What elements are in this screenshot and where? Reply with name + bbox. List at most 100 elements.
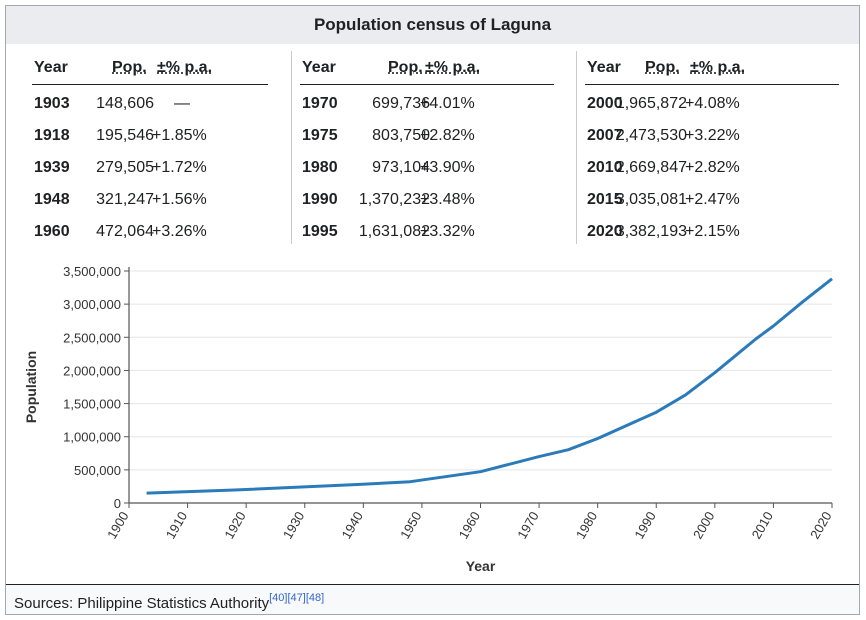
row-population: 2,669,847 bbox=[615, 159, 687, 176]
x-tick-label: 1920 bbox=[221, 509, 248, 542]
x-tick-label: 1900 bbox=[104, 509, 131, 542]
x-tick-label: 1970 bbox=[514, 509, 541, 542]
x-tick-label: 2000 bbox=[690, 509, 717, 542]
row-year: 1960 bbox=[34, 223, 70, 240]
row-population: 1,631,082 bbox=[358, 223, 430, 240]
x-tick-label: 1980 bbox=[573, 509, 600, 542]
header-rule bbox=[585, 84, 839, 85]
y-tick-label: 2,500,000 bbox=[63, 330, 121, 345]
row-change: +1.85% bbox=[152, 127, 207, 144]
table-row: 1939 279,505 +1.72% bbox=[24, 153, 286, 185]
table-row: 1918 195,546 +1.85% bbox=[24, 121, 286, 153]
table-row: 1970 699,736 +4.01% bbox=[292, 89, 572, 121]
row-year: 1939 bbox=[34, 159, 70, 176]
header-rule bbox=[32, 84, 268, 85]
table-header: Year Pop. ±% p.a. bbox=[292, 51, 572, 85]
header-change[interactable]: ±% p.a. bbox=[425, 59, 481, 76]
row-year: 1970 bbox=[302, 95, 338, 112]
table-row: 1960 472,064 +3.26% bbox=[24, 217, 286, 249]
row-population: 1,370,232 bbox=[358, 191, 430, 208]
header-rule bbox=[300, 84, 554, 85]
x-tick-label: 1930 bbox=[280, 509, 307, 542]
census-column-1: Year Pop. ±% p.a. 1903 148,606—1918 195,546 +1… bbox=[24, 51, 286, 244]
row-year: 1995 bbox=[302, 223, 338, 240]
row-year: 1980 bbox=[302, 159, 338, 176]
table-row: 1903 148,606 — bbox=[24, 89, 286, 121]
y-tick-label: 0 bbox=[114, 496, 121, 511]
census-infobox: Population census of Laguna Year Pop. ±% p… bbox=[5, 5, 860, 615]
row-year: 1975 bbox=[302, 127, 338, 144]
row-change: — bbox=[174, 95, 190, 112]
x-tick-label: 1950 bbox=[397, 509, 424, 542]
row-population: 279,505 bbox=[96, 159, 154, 176]
row-population: 973,104 bbox=[372, 159, 430, 176]
header-pop[interactable]: Pop. bbox=[112, 59, 147, 76]
x-axis-title: Year bbox=[466, 558, 496, 574]
row-year: 1990 bbox=[302, 191, 338, 208]
row-change: +1.72% bbox=[152, 159, 207, 176]
header-change[interactable]: ±% p.a. bbox=[157, 59, 213, 76]
y-tick-label: 500,000 bbox=[74, 463, 121, 478]
row-change: +2.82% bbox=[685, 159, 740, 176]
census-column-2: Year Pop. ±% p.a. 1970 699,736 +4.01% 1975 803,… bbox=[291, 51, 572, 244]
table-row: 2007 2,473,530 +3.22% bbox=[577, 121, 857, 153]
row-population: 195,546 bbox=[96, 127, 154, 144]
x-tick-label: 1940 bbox=[338, 509, 365, 542]
row-population: 1,965,872 bbox=[615, 95, 687, 112]
row-change: +4.01% bbox=[420, 95, 475, 112]
header-change[interactable]: ±% p.a. bbox=[690, 59, 746, 76]
row-population: 148,606 bbox=[96, 95, 154, 112]
x-tick-label: 1960 bbox=[456, 509, 483, 542]
x-tick-label: 1990 bbox=[631, 509, 658, 542]
row-change: +3.90% bbox=[420, 159, 475, 176]
sources-footer: Sources: Philippine Statistics Authority… bbox=[6, 584, 859, 615]
table-row: 2010 2,669,847 +2.82% bbox=[577, 153, 857, 185]
row-population: 2,473,530 bbox=[615, 127, 687, 144]
sources-label: Sources: Philippine Statistics Authority bbox=[14, 595, 270, 612]
table-row: 2020 3,382,193 +2.15% bbox=[577, 217, 857, 249]
header-year: Year bbox=[34, 59, 68, 76]
table-row: 2015 3,035,081 +2.47% bbox=[577, 185, 857, 217]
y-tick-label: 3,500,000 bbox=[63, 264, 121, 279]
table-header: Year Pop. ±% p.a. bbox=[24, 51, 286, 85]
header-year: Year bbox=[302, 59, 336, 76]
x-tick-label: 2010 bbox=[749, 509, 776, 542]
population-series-line bbox=[146, 277, 833, 495]
table-row: 1948 321,247 +1.56% bbox=[24, 185, 286, 217]
header-pop[interactable]: Pop. bbox=[388, 59, 423, 76]
population-line-chart: 0 500,000 1,000,000 1,500,000 2,000,000 2,500… bbox=[23, 264, 835, 574]
row-population: 3,382,193 bbox=[615, 223, 687, 240]
row-change: +2.47% bbox=[685, 191, 740, 208]
sources-references[interactable]: [40][47][48] bbox=[269, 592, 325, 604]
row-change: +4.08% bbox=[685, 95, 740, 112]
y-tick-label: 1,500,000 bbox=[63, 397, 121, 412]
table-row: 1980 973,104 +3.90% bbox=[292, 153, 572, 185]
row-change: +2.82% bbox=[420, 127, 475, 144]
y-axis-title: Population bbox=[23, 351, 39, 423]
x-tick-label: 1910 bbox=[163, 509, 190, 542]
row-year: 2010 bbox=[587, 159, 623, 176]
table-row: 1975 803,750 +2.82% bbox=[292, 121, 572, 153]
sources-text: Sources: Philippine Statistics Authority… bbox=[14, 592, 324, 612]
y-tick-label: 3,000,000 bbox=[63, 297, 121, 312]
row-year: 1918 bbox=[34, 127, 70, 144]
row-population: 3,035,081 bbox=[615, 191, 687, 208]
row-change: +3.48% bbox=[420, 191, 475, 208]
census-title: Population census of Laguna bbox=[6, 6, 859, 44]
row-change: +3.26% bbox=[152, 223, 207, 240]
y-tick-label: 2,000,000 bbox=[63, 363, 121, 378]
row-change: +2.15% bbox=[685, 223, 740, 240]
census-column-3: Year Pop. ±% p.a. 2000 1,965,872 +4.08% 2007 2,… bbox=[576, 51, 857, 244]
table-row: 1990 1,370,232 +3.48% bbox=[292, 185, 572, 217]
header-pop[interactable]: Pop. bbox=[645, 59, 680, 76]
table-row: 2000 1,965,872 +4.08% bbox=[577, 89, 857, 121]
header-year: Year bbox=[587, 59, 621, 76]
row-year: 2000 bbox=[587, 95, 623, 112]
row-year: 1948 bbox=[34, 191, 70, 208]
row-population: 321,247 bbox=[96, 191, 154, 208]
table-row: 1995 1,631,082 +3.32% bbox=[292, 217, 572, 249]
row-change: +1.56% bbox=[152, 191, 207, 208]
row-population: 699,736 bbox=[372, 95, 430, 112]
x-tick-label: 2020 bbox=[807, 509, 834, 542]
table-header: Year Pop. ±% p.a. bbox=[577, 51, 857, 85]
